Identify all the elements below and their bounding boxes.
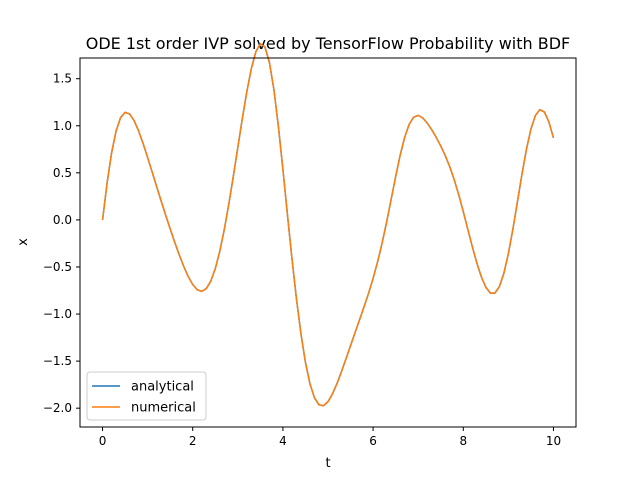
legend: analytical numerical [86,371,207,421]
y-axis-label: x [16,238,31,246]
y-tick-label: 0.5 [53,166,72,180]
x-tick-label: 8 [459,434,467,448]
x-axis-label: t [325,456,330,471]
series-line-numerical [101,43,555,407]
y-tick-label: −1.0 [43,307,72,321]
y-tick-label: −0.5 [43,260,72,274]
y-axis: −2.0 −1.5 −1.0 −0.5 0.0 0.5 1.0 1.5 [43,72,80,415]
axes-frame [79,57,577,428]
legend-label-numerical: numerical [131,401,196,416]
plot-area [101,43,555,407]
x-tick-label: 2 [189,434,197,448]
legend-label-analytical: analytical [131,380,194,395]
y-tick-label: 0.0 [53,213,72,227]
y-tick-label: 1.0 [53,119,72,133]
y-tick-label: −1.5 [43,354,72,368]
y-tick-label: 1.5 [53,72,72,86]
legend-box [86,371,207,421]
x-tick-label: 4 [279,434,287,448]
x-axis: 0 2 4 6 8 10 [99,427,561,448]
y-tick-label: −2.0 [43,401,72,415]
x-tick-label: 10 [546,434,561,448]
x-tick-label: 0 [99,434,107,448]
x-tick-label: 6 [369,434,377,448]
chart-title: ODE 1st order IVP solved by TensorFlow P… [86,34,571,53]
